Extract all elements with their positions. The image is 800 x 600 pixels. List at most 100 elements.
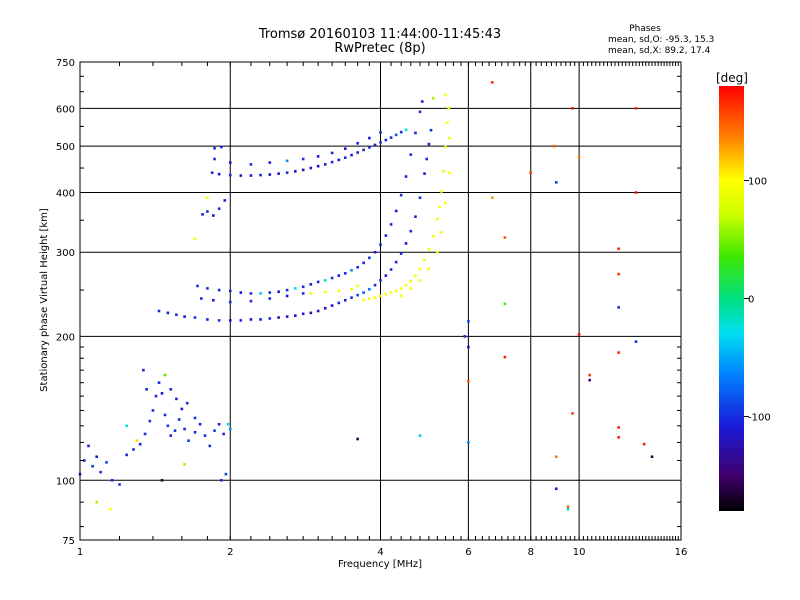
point-f-layer-o-mode-lower [301,312,305,316]
point-f-layer-o-mode-upper [368,256,371,260]
point-f-layer-o-mode-lower [427,142,431,146]
point-scattered-points [463,335,467,338]
point-e-region-scatter [125,424,128,428]
point-x-mode [418,267,422,271]
point-x-mode [427,267,431,271]
point-x-mode [404,283,408,287]
point-scattered-points [634,340,638,343]
point-scattered-points [554,455,558,459]
point-upper-f-trace [239,174,243,177]
plot-area: 1 2 4 6 8 10 16 75 100 200 300 400 500 600 750 [56,58,687,558]
point-x-mode [193,237,197,241]
point-x-mode [444,93,447,97]
stats-o-line: mean, sd,O: -95.3, 15.3 [608,35,714,45]
point-x-mode [206,196,209,200]
point-e-region-scatter [224,472,228,476]
point-upper-f-trace [330,151,334,155]
point-scattered-points [588,378,591,382]
point-scattered-points [503,236,507,239]
point-x-mode [436,217,439,221]
point-x-mode [440,231,443,234]
point-e-region-scatter [99,470,102,474]
point-x-mode [448,171,451,175]
point-x-mode [399,287,403,290]
point-scattered-points [577,333,581,336]
point-upper-f-trace [301,168,305,172]
point-f-layer-o-mode-upper [249,292,253,295]
point-f-layer-o-mode-upper [373,250,377,254]
x-ticks: 1 2 4 6 8 10 16 [77,62,687,558]
point-e-region-scatter [142,368,145,372]
point-scattered-points [491,81,494,84]
point-upper-f-trace [323,163,327,166]
point-x-mode [423,258,426,262]
point-f-layer-o-mode-upper [294,287,297,290]
point-scattered-points [467,380,470,383]
point-f-layer-o-mode-upper [394,209,398,213]
point-f-layer-o-mode-lower [228,319,232,322]
point-scattered-points [552,144,556,148]
point-e-region-scatter [163,413,167,417]
point-e-region-scatter [185,401,189,405]
stats-x-line: mean, sd,X: 89.2, 17.4 [608,46,711,56]
point-scattered-points [617,436,620,439]
colorbar-tick-label: -100 [748,413,771,424]
point-upper-f-trace [268,161,272,164]
x-tick-label: 10 [573,547,586,558]
point-f-layer-o-mode-upper [330,276,334,280]
point-f-layer-o-mode-upper [301,292,305,295]
point-scattered-points [467,320,470,323]
point-upper-f-trace [356,151,359,154]
point-x-mode [438,205,441,209]
point-x-mode [337,289,341,293]
y-tick-label: 300 [56,248,75,259]
point-upper-f-trace [210,171,214,175]
point-f-layer-o-mode-lower [323,306,327,310]
point-x-mode [323,290,327,294]
point-x-mode [409,287,413,290]
point-f-layer-o-mode-lower [259,318,262,321]
point-f-layer-o-mode-upper [337,274,341,277]
data-points [78,81,654,511]
point-upper-f-trace [223,199,227,202]
point-f-layer-o-mode-lower [425,157,428,161]
point-upper-f-trace [373,143,377,147]
point-scattered-points [356,437,359,441]
point-upper-f-trace [384,138,388,142]
point-e-region-scatter [169,434,173,437]
point-f-layer-o-mode-upper [228,300,232,304]
point-upper-f-trace [259,173,262,177]
point-f-layer-o-mode-lower [175,313,178,317]
y-tick-label: 75 [62,536,75,547]
point-e-region-scatter [95,500,98,504]
point-e-region-scatter [183,463,186,466]
point-f-layer-o-mode-upper [323,279,327,282]
point-e-region-scatter [82,459,86,462]
point-f-layer-o-mode-upper [259,292,262,295]
point-e-region-scatter [228,427,232,431]
point-x-mode [448,136,451,140]
point-scattered-points [650,455,654,459]
x-tick-label: 4 [377,547,383,558]
point-e-region-scatter [135,439,139,443]
point-f-layer-o-mode-lower [423,172,426,175]
point-scattered-points [617,351,620,354]
point-f-layer-o-mode-upper [399,193,403,197]
point-e-region-scatter [160,478,164,482]
point-e-region-scatter [148,419,152,423]
point-upper-f-trace [404,128,408,132]
point-e-region-scatter [108,507,112,511]
point-upper-f-trace [337,158,341,162]
point-x-mode [394,289,398,293]
point-f-layer-o-mode-lower [384,274,388,277]
point-upper-f-trace [268,173,272,176]
point-f-layer-o-mode-lower [239,319,243,322]
point-upper-f-trace [285,171,289,175]
point-x-mode [440,190,443,193]
point-e-region-scatter [118,483,121,486]
point-f-layer-o-mode-lower [183,315,186,318]
point-f-layer-o-mode-upper [389,223,393,226]
point-scattered-points [529,171,533,175]
point-upper-f-trace [212,214,215,217]
point-f-layer-o-mode-lower [368,287,371,291]
